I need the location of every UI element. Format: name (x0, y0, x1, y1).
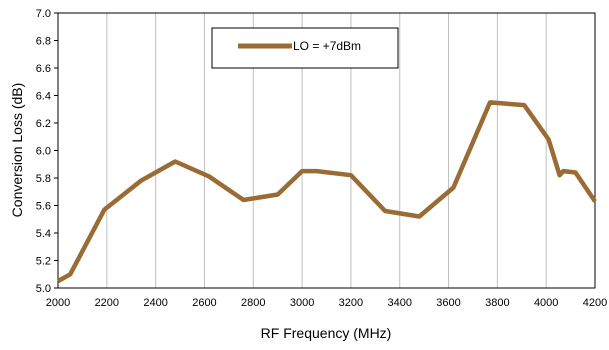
x-tick-label: 3800 (485, 297, 509, 309)
x-tick-label: 4200 (583, 297, 607, 309)
x-tick-label: 3200 (339, 297, 363, 309)
legend-label: LO = +7dBm (293, 39, 361, 53)
y-axis-title: Conversion Loss (dB) (9, 83, 25, 218)
x-tick-labels: 2000 2200 2400 2600 2800 3000 3200 3400 3600 3800… (46, 297, 607, 309)
legend: LO = +7dBm (211, 27, 399, 69)
y-tick-label: 5.0 (36, 283, 51, 295)
series-layer (56, 100, 597, 284)
y-tick-label: 5.8 (36, 173, 51, 185)
y-tick-label: 5.2 (36, 256, 51, 268)
x-tick-label: 3400 (387, 297, 411, 309)
x-tick-label: 2200 (95, 297, 119, 309)
y-tick-label: 5.4 (36, 228, 51, 240)
series-line (56, 100, 597, 284)
x-tick-label: 2000 (46, 297, 70, 309)
y-tick-label: 5.6 (36, 201, 51, 213)
x-tick-label: 2400 (143, 297, 167, 309)
y-tick-label: 6.0 (36, 146, 51, 158)
x-tick-label: 3000 (290, 297, 314, 309)
y-tick-label: 6.6 (36, 63, 51, 75)
y-tick-label: 7.0 (36, 8, 51, 20)
x-tick-label: 2600 (192, 297, 216, 309)
y-tick-label: 6.2 (36, 118, 51, 130)
grid-lines (106, 13, 547, 288)
x-tick-label: 4000 (534, 297, 558, 309)
y-tick-label: 6.8 (36, 36, 51, 48)
x-tick-label: 3600 (436, 297, 460, 309)
x-axis-title: RF Frequency (MHz) (261, 325, 392, 341)
y-tick-label: 6.4 (36, 91, 51, 103)
x-tick-label: 2800 (241, 297, 265, 309)
y-tick-labels: 5.0 5.2 5.4 5.6 5.8 6.0 6.2 6.4 6.6 6.8 7.0 (36, 8, 58, 295)
